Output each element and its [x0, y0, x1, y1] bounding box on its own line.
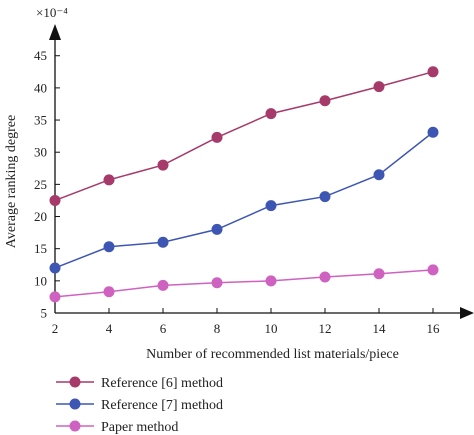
y-tick-label: 15 [34, 241, 47, 256]
legend-label: Paper method [101, 420, 178, 435]
series-1 [49, 66, 439, 206]
data-point [319, 271, 331, 283]
series-3 [49, 264, 439, 303]
legend-marker [69, 398, 81, 410]
data-point [373, 169, 385, 181]
x-axis-arrow [460, 307, 474, 319]
x-tick-label: 16 [427, 321, 441, 336]
legend-item: Reference [7] method [56, 398, 223, 413]
series-line [54, 269, 434, 298]
data-point [157, 279, 169, 291]
x-tick-label: 10 [265, 321, 278, 336]
y-axis-arrow [49, 24, 61, 40]
series-line [54, 131, 434, 269]
x-tick-label: 2 [52, 321, 59, 336]
data-point [373, 81, 385, 93]
data-point [265, 108, 277, 120]
x-tick-label: 12 [319, 321, 332, 336]
data-point [49, 194, 61, 206]
data-point [157, 236, 169, 248]
data-point [211, 277, 223, 289]
legend-label: Reference [7] method [101, 398, 223, 413]
y-tick-label: 45 [34, 48, 47, 63]
x-ticks: 2 4 6 8 10 12 14 16 [52, 308, 440, 336]
y-tick-label: 30 [34, 145, 47, 160]
x-tick-label: 8 [214, 321, 221, 336]
data-point [103, 174, 115, 186]
y-tick-label: 40 [34, 80, 47, 95]
legend-marker [69, 420, 81, 432]
y-axis-title: Average ranking degree [4, 115, 19, 248]
y-tick-label: 10 [34, 273, 47, 288]
data-point [103, 286, 115, 298]
series-layer [49, 66, 439, 303]
x-axis-title: Number of recommended list materials/pie… [146, 347, 399, 362]
x-tick-label: 14 [373, 321, 387, 336]
data-point [211, 223, 223, 235]
y-tick-label: 20 [34, 209, 47, 224]
data-point [265, 200, 277, 212]
legend-item: Paper method [56, 420, 178, 435]
data-point [49, 291, 61, 303]
x-tick-label: 4 [106, 321, 113, 336]
series-2 [49, 126, 439, 274]
data-point [373, 268, 385, 280]
data-point [211, 131, 223, 143]
legend-label: Reference [6] method [101, 376, 223, 391]
y-tick-label: 35 [34, 113, 47, 128]
series-line [54, 71, 434, 202]
data-point [157, 159, 169, 171]
y-axis-multiplier: ×10⁻⁴ [36, 5, 68, 20]
data-point [427, 264, 439, 276]
legend: Reference [6] method Reference [7] method… [56, 376, 223, 435]
data-point [103, 241, 115, 253]
data-point [319, 191, 331, 203]
y-ticks: 5 10 15 20 25 30 35 40 45 [34, 48, 60, 321]
data-point [319, 95, 331, 107]
y-tick-label: 25 [34, 177, 47, 192]
data-point [49, 262, 61, 274]
legend-item: Reference [6] method [56, 376, 223, 391]
legend-marker [69, 376, 81, 388]
data-point [265, 275, 277, 287]
axes [49, 24, 474, 319]
y-tick-label: 5 [41, 306, 48, 321]
x-tick-label: 6 [160, 321, 167, 336]
data-point [427, 66, 439, 78]
data-point [427, 126, 439, 138]
